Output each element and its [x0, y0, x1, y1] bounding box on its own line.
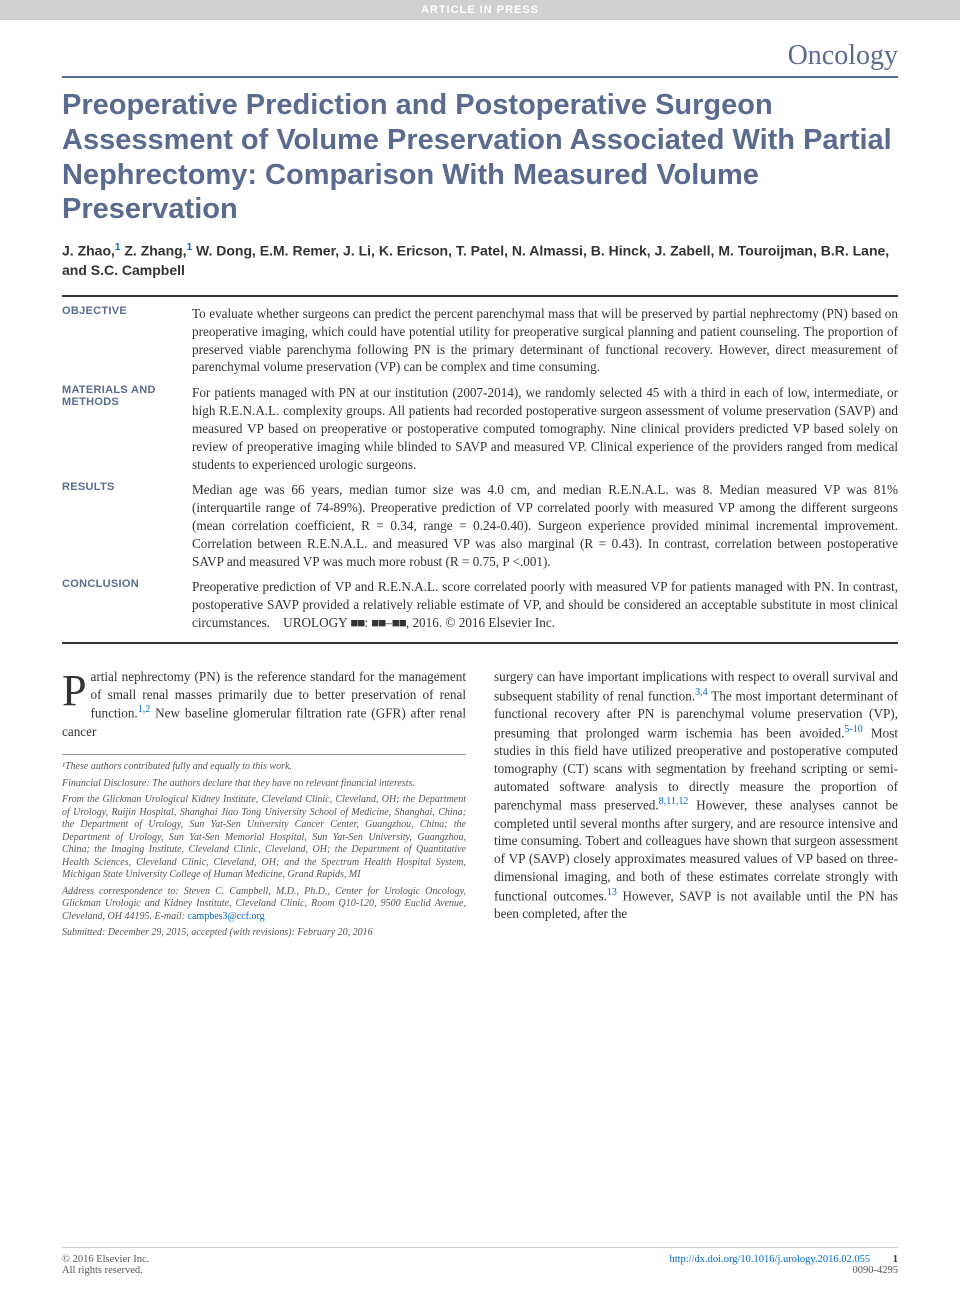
footer-left: © 2016 Elsevier Inc. All rights reserved… [62, 1254, 149, 1276]
footer-right: http://dx.doi.org/10.1016/j.urology.2016… [669, 1254, 898, 1276]
abstract-results: RESULTS Median age was 66 years, median … [62, 481, 898, 570]
footnotes-block: ¹These authors contributed fully and equ… [62, 754, 466, 940]
body-column-right: surgery can have important implications … [494, 668, 898, 944]
abstract-objective: OBJECTIVE To evaluate whether surgeons c… [62, 305, 898, 376]
abstract-top-rule [62, 295, 898, 297]
abstract-label-methods: MATERIALS AND METHODS [62, 384, 192, 473]
page-footer: © 2016 Elsevier Inc. All rights reserved… [62, 1247, 898, 1276]
body-paragraph-2: surgery can have important implications … [494, 668, 898, 923]
page-number: 1 [893, 1254, 898, 1265]
page-content: Oncology Preoperative Prediction and Pos… [0, 20, 960, 944]
footer-issn: 0090-4295 [853, 1265, 899, 1276]
footnote-affiliations: From the Glickman Urological Kidney Inst… [62, 794, 466, 882]
abstract-bottom-rule [62, 642, 898, 644]
abstract-text-methods: For patients managed with PN at our inst… [192, 384, 898, 473]
abstract-label-conclusion: CONCLUSION [62, 578, 192, 631]
article-in-press-banner: ARTICLE IN PRESS [0, 0, 960, 20]
abstract-methods: MATERIALS AND METHODS For patients manag… [62, 384, 898, 473]
footnote-submitted: Submitted: December 29, 2015, accepted (… [62, 927, 466, 940]
author-list: J. Zhao,1 Z. Zhang,1 W. Dong, E.M. Remer… [62, 241, 898, 281]
abstract-text-conclusion: Preoperative prediction of VP and R.E.N.… [192, 578, 898, 631]
footer-rights: All rights reserved. [62, 1265, 143, 1276]
doi-link[interactable]: http://dx.doi.org/10.1016/j.urology.2016… [669, 1254, 870, 1265]
footnote-disclosure: Financial Disclosure: The authors declar… [62, 778, 466, 791]
footnote-correspondence: Address correspondence to: Steven C. Cam… [62, 886, 466, 924]
abstract-text-results: Median age was 66 years, median tumor si… [192, 481, 898, 570]
body-column-left: Partial nephrectomy (PN) is the referenc… [62, 668, 466, 944]
article-title: Preoperative Prediction and Postoperativ… [62, 88, 898, 227]
journal-section-label: Oncology [62, 40, 898, 72]
title-top-rule [62, 76, 898, 78]
abstract-conclusion: CONCLUSION Preoperative prediction of VP… [62, 578, 898, 631]
body-paragraph-1: Partial nephrectomy (PN) is the referenc… [62, 668, 466, 741]
abstract-label-results: RESULTS [62, 481, 192, 570]
abstract-text-objective: To evaluate whether surgeons can predict… [192, 305, 898, 376]
footnote-equal-contribution: ¹These authors contributed fully and equ… [62, 761, 466, 774]
footer-copyright: © 2016 Elsevier Inc. [62, 1254, 149, 1265]
body-two-column: Partial nephrectomy (PN) is the referenc… [62, 668, 898, 944]
abstract-label-objective: OBJECTIVE [62, 305, 192, 376]
